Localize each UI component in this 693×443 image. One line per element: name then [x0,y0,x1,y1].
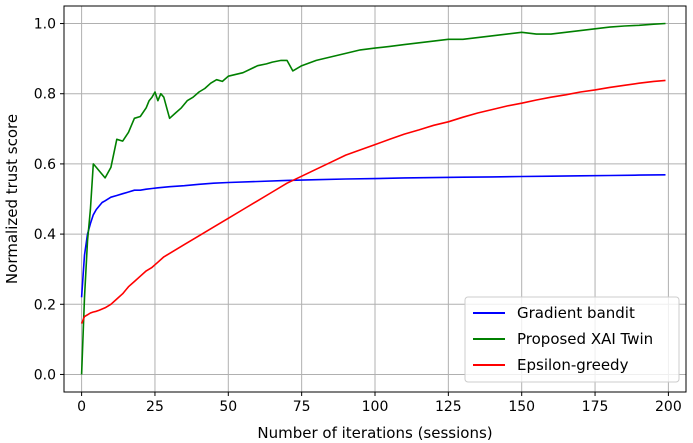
series-line-proposed-xai-twin [80,22,666,375]
y-tick-label: 0.0 [34,367,56,383]
legend-label-epsilon-greedy: Epsilon-greedy [517,356,629,374]
y-tick-label: 1.0 [34,17,56,33]
y-tick-label: 0.6 [34,157,56,173]
y-axis-label: Normalized trust score [3,114,21,284]
x-tick-label: 125 [435,399,462,415]
y-tick-label: 0.8 [34,87,56,103]
legend-box [464,296,680,383]
x-tick-label: 175 [582,399,609,415]
series-layer [80,22,666,375]
legend-label-proposed-xai-twin: Proposed XAI Twin [517,330,653,348]
legend: Gradient bandit Proposed XAI Twin Epsilo… [464,296,680,383]
x-tick-label: 100 [362,399,389,415]
series-line-gradient-bandit [80,174,666,298]
x-tick-label: 0 [77,399,86,415]
y-tick-label: 0.2 [34,297,56,313]
x-tick-label: 75 [293,399,311,415]
series-line-epsilon-greedy [80,79,666,324]
y-axis-ticks: 0.0 0.2 0.4 0.6 0.8 1.0 [34,17,64,383]
x-axis-label: Number of iterations (sessions) [257,424,492,442]
x-tick-label: 25 [146,399,164,415]
x-tick-label: 200 [655,399,682,415]
legend-label-gradient-bandit: Gradient bandit [517,304,635,322]
x-tick-label: 50 [219,399,237,415]
x-tick-label: 150 [508,399,535,415]
x-axis-ticks: 0 25 50 75 100 125 150 175 200 [77,392,682,415]
y-tick-label: 0.4 [34,227,56,243]
